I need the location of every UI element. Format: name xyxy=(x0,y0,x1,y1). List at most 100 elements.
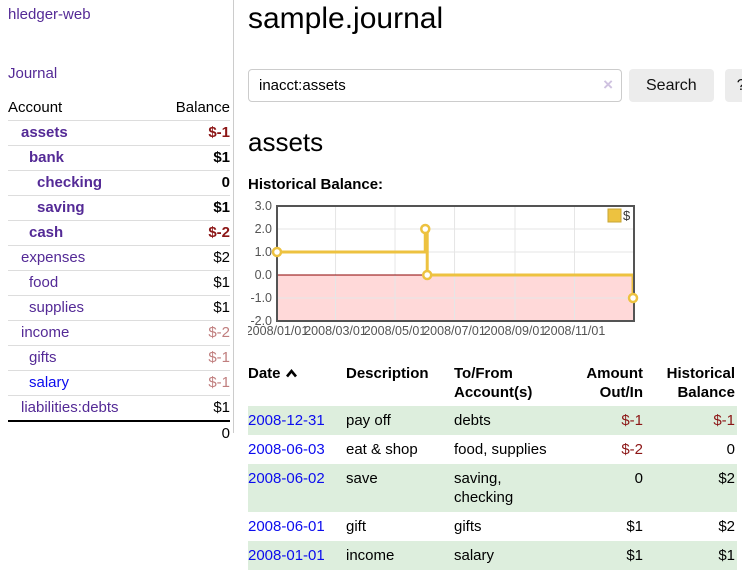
transaction-accounts: gifts xyxy=(454,518,482,535)
svg-text:-1.0: -1.0 xyxy=(250,291,272,305)
description-column-header: Description xyxy=(346,365,429,382)
nav-journal-link[interactable]: Journal xyxy=(8,65,58,82)
balance-column-header: Balance xyxy=(175,99,230,116)
svg-text:2008/11/01: 2008/11/01 xyxy=(544,324,606,338)
transaction-amount: $1 xyxy=(626,547,643,564)
account-balance: $1 xyxy=(213,199,230,216)
register-table: Date Description To/From Account(s) Amou… xyxy=(248,360,737,570)
account-link[interactable]: salary xyxy=(29,374,70,391)
account-row: checking 0 xyxy=(8,171,230,196)
search-input[interactable] xyxy=(248,69,622,102)
svg-text:$: $ xyxy=(623,208,631,223)
account-balance: 0 xyxy=(221,174,230,191)
date-column-header[interactable]: Date xyxy=(248,360,346,406)
account-link[interactable]: saving xyxy=(37,199,85,216)
transaction-date-link[interactable]: 2008-01-01 xyxy=(248,547,325,564)
transaction-amount: $1 xyxy=(626,518,643,535)
svg-text:2008/03/01: 2008/03/01 xyxy=(304,324,367,338)
balance-column-header-main: Historical Balance xyxy=(666,365,735,401)
transaction-balance: $2 xyxy=(718,518,735,535)
svg-text:0.0: 0.0 xyxy=(255,268,272,282)
svg-text:2008/05/01: 2008/05/01 xyxy=(364,324,427,338)
account-link[interactable]: supplies xyxy=(29,299,85,316)
account-link[interactable]: income xyxy=(21,324,70,341)
account-row: liabilities:debts $1 xyxy=(8,396,230,420)
accounts-total-row: 0 xyxy=(8,420,230,446)
transaction-description: eat & shop xyxy=(346,441,418,458)
account-link[interactable]: food xyxy=(29,274,59,291)
account-link[interactable]: checking xyxy=(37,174,103,191)
total-balance: 0 xyxy=(221,425,230,442)
account-balance: $1 xyxy=(213,299,230,316)
account-row: bank $1 xyxy=(8,146,230,171)
main-content: sample.journal × Search ? assets Histori… xyxy=(246,0,742,570)
account-link[interactable]: expenses xyxy=(21,249,86,266)
transaction-date-link[interactable]: 2008-12-31 xyxy=(248,412,325,429)
account-balance: $1 xyxy=(213,149,230,166)
transaction-date-link[interactable]: 2008-06-03 xyxy=(248,441,325,458)
sidebar: hledger-web Journal Account Balance asse… xyxy=(8,0,230,446)
account-row: salary $-1 xyxy=(8,371,230,396)
svg-text:2.0: 2.0 xyxy=(255,222,272,236)
register-row: 2008-06-01 gift gifts $1 $2 xyxy=(248,512,737,541)
svg-text:2008/01/01: 2008/01/01 xyxy=(248,324,308,338)
svg-text:1.0: 1.0 xyxy=(255,245,272,259)
account-balance: $-2 xyxy=(208,224,230,241)
account-link[interactable]: liabilities:debts xyxy=(21,399,119,416)
account-balance: $-2 xyxy=(208,324,230,341)
historical-balance-chart[interactable]: $3.0 2.0 1.0 0.0 -1.0 -2.0 2008/01/01 2008/03/0… xyxy=(246,199,646,345)
account-row: expenses $2 xyxy=(8,246,230,271)
account-row: assets $-1 xyxy=(8,121,230,146)
svg-text:-2.0: -2.0 xyxy=(250,314,272,328)
account-balance: $1 xyxy=(213,274,230,291)
transaction-accounts: salary xyxy=(454,547,495,564)
app-title-link[interactable]: hledger-web xyxy=(8,6,91,23)
search-button[interactable]: Search xyxy=(629,69,714,102)
transaction-amount: $-2 xyxy=(621,441,643,458)
account-link[interactable]: cash xyxy=(29,224,64,241)
transaction-balance: $1 xyxy=(718,547,735,564)
transaction-description: save xyxy=(346,470,378,487)
account-column-header: Account xyxy=(8,99,63,116)
account-link[interactable]: assets xyxy=(21,124,68,141)
transaction-amount: $-1 xyxy=(621,412,643,429)
transaction-date-link[interactable]: 2008-06-01 xyxy=(248,518,325,535)
chart-title: Historical Balance: xyxy=(248,176,384,193)
help-button[interactable]: ? xyxy=(724,69,742,102)
account-link[interactable]: bank xyxy=(29,149,65,166)
transaction-date-link[interactable]: 2008-06-02 xyxy=(248,470,325,487)
sort-ascending-icon xyxy=(285,368,297,378)
account-heading: assets xyxy=(248,127,324,157)
transaction-accounts: saving, checking xyxy=(454,470,514,506)
account-link[interactable]: gifts xyxy=(29,349,57,366)
tofrom-column-header: To/From Account(s) xyxy=(454,365,533,401)
svg-text:2008/07/01: 2008/07/01 xyxy=(423,324,486,338)
register-row: 2008-06-03 eat & shop food, supplies $-2 0 xyxy=(248,435,737,464)
register-row: 2008-01-01 income salary $1 $1 xyxy=(248,541,737,570)
account-row: food $1 xyxy=(8,271,230,296)
account-balance: $2 xyxy=(213,249,230,266)
page-title: sample.journal xyxy=(248,2,444,35)
clear-search-icon[interactable]: × xyxy=(603,75,613,94)
account-row: income $-2 xyxy=(8,321,230,346)
register-header-row: Date Description To/From Account(s) Amou… xyxy=(248,360,737,406)
transaction-balance: $2 xyxy=(718,470,735,487)
accounts-panel: Account Balance assets $-1 bank $1 checking 0… xyxy=(8,96,230,446)
sidebar-divider xyxy=(233,0,234,433)
account-row: supplies $1 xyxy=(8,296,230,321)
transaction-amount: 0 xyxy=(634,470,643,487)
transaction-description: gift xyxy=(346,518,367,535)
transaction-balance: $-1 xyxy=(713,412,735,429)
search-input-wrap: × xyxy=(248,69,622,102)
register-row: 2008-06-02 save saving, checking 0 $2 xyxy=(248,464,737,512)
svg-text:2008/09/01: 2008/09/01 xyxy=(484,324,547,338)
account-balance: $1 xyxy=(213,399,230,416)
account-balance: $-1 xyxy=(208,349,230,366)
account-row: saving $1 xyxy=(8,196,230,221)
amount-column-header: Amount Out/In xyxy=(586,365,643,401)
transaction-balance: 0 xyxy=(726,441,735,458)
transaction-description: income xyxy=(346,547,395,564)
transaction-description: pay off xyxy=(346,412,391,429)
account-balance: $-1 xyxy=(208,124,230,141)
search-form: × Search ? xyxy=(248,69,742,102)
